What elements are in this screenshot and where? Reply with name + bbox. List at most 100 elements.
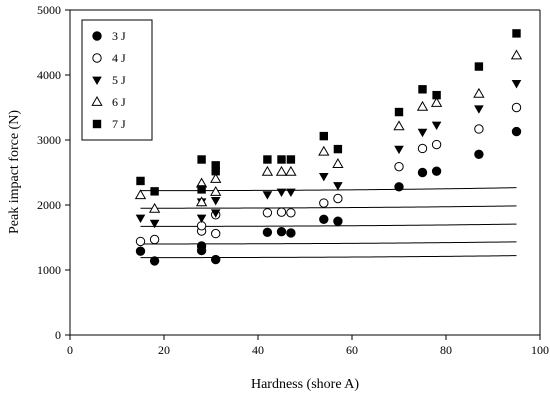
legend: 3 J 4 J 5 J 6 J 7 J (81, 19, 153, 141)
fit-curve-5j (140, 223, 517, 227)
data-point (261, 165, 274, 176)
legend-marker (91, 95, 103, 106)
legend-label: 6 J (112, 95, 126, 109)
data-point (333, 182, 343, 191)
data-point (333, 216, 343, 226)
y-tick-label: 1000 (37, 263, 61, 277)
data-point (262, 208, 273, 218)
data-point (417, 143, 428, 154)
y-tick-label: 0 (55, 328, 61, 342)
data-point (136, 176, 145, 186)
data-point (473, 87, 485, 98)
data-point (262, 227, 273, 238)
axes (69, 9, 541, 336)
legend-marker (92, 76, 102, 85)
data-point (211, 228, 221, 239)
y-tick-label: 4000 (37, 68, 61, 82)
data-point (135, 236, 146, 247)
x-tick-label: 100 (531, 343, 549, 357)
data-point (286, 155, 296, 164)
data-point (276, 207, 287, 217)
data-point (210, 185, 222, 196)
legend-marker (92, 31, 102, 41)
legend-label: 5 J (112, 73, 126, 87)
data-point (285, 165, 297, 176)
data-point (318, 145, 330, 156)
fit-curve-3j (140, 255, 517, 259)
data-point (134, 189, 147, 200)
data-point (149, 256, 160, 266)
data-point (149, 234, 160, 245)
data-point (510, 49, 523, 60)
data-point (319, 214, 329, 225)
data-point (286, 228, 296, 238)
data-point (211, 161, 220, 170)
data-point (148, 202, 161, 213)
data-point (432, 90, 441, 100)
fit-curve-7j (140, 187, 517, 192)
data-point (196, 241, 207, 251)
y-tick-label: 2000 (37, 198, 61, 212)
data-point (418, 85, 427, 94)
x-tick-label: 40 (252, 343, 264, 357)
data-point (393, 120, 405, 131)
data-point (197, 155, 206, 164)
data-point (394, 182, 404, 192)
data-point (511, 126, 522, 137)
data-point (319, 173, 329, 182)
data-point (332, 158, 344, 168)
data-point (417, 167, 428, 178)
series-5j (135, 80, 522, 229)
data-point (511, 102, 522, 113)
data-point (210, 197, 221, 206)
x-axis-title: Hardness (shore A) (251, 377, 359, 392)
y-ticks: 0 1000 2000 3000 4000 5000 (37, 3, 70, 342)
series-7j (136, 29, 521, 196)
data-point (511, 80, 522, 89)
data-point (394, 161, 404, 172)
data-point (275, 165, 288, 176)
data-points (134, 29, 523, 266)
series-6j (134, 49, 523, 213)
x-tick-label: 60 (346, 343, 358, 357)
y-tick-label: 3000 (37, 133, 61, 147)
legend-marker (92, 53, 102, 63)
x-tick-label: 20 (158, 343, 170, 357)
x-tick-label: 0 (67, 343, 73, 357)
data-point (474, 149, 484, 160)
data-point (286, 208, 296, 218)
data-point (286, 188, 296, 197)
fit-curve-4j (140, 241, 517, 245)
data-point (195, 196, 208, 207)
data-point (431, 139, 442, 150)
data-point (394, 107, 404, 117)
data-point (211, 167, 220, 176)
legend-marker (92, 119, 102, 129)
data-point (474, 124, 484, 134)
data-point (319, 131, 328, 141)
data-point (149, 219, 160, 229)
data-point (210, 209, 221, 218)
y-tick-label: 5000 (37, 3, 61, 17)
fit-curve-6j (140, 205, 517, 209)
data-point (431, 166, 442, 176)
data-point (474, 62, 484, 71)
fit-curves (140, 187, 517, 259)
legend-label: 3 J (112, 29, 126, 43)
data-point (277, 155, 286, 164)
data-point (211, 254, 221, 265)
data-point (150, 187, 159, 196)
data-point (431, 121, 442, 131)
series-3j (135, 126, 522, 266)
data-point (319, 198, 329, 208)
data-point (416, 100, 429, 111)
data-point (276, 226, 287, 237)
data-point (135, 214, 146, 223)
data-point (197, 185, 206, 194)
legend-label: 7 J (112, 117, 126, 131)
data-point (135, 246, 146, 256)
data-point (394, 145, 404, 155)
data-point (430, 96, 443, 107)
legend-label: 4 J (112, 51, 126, 65)
